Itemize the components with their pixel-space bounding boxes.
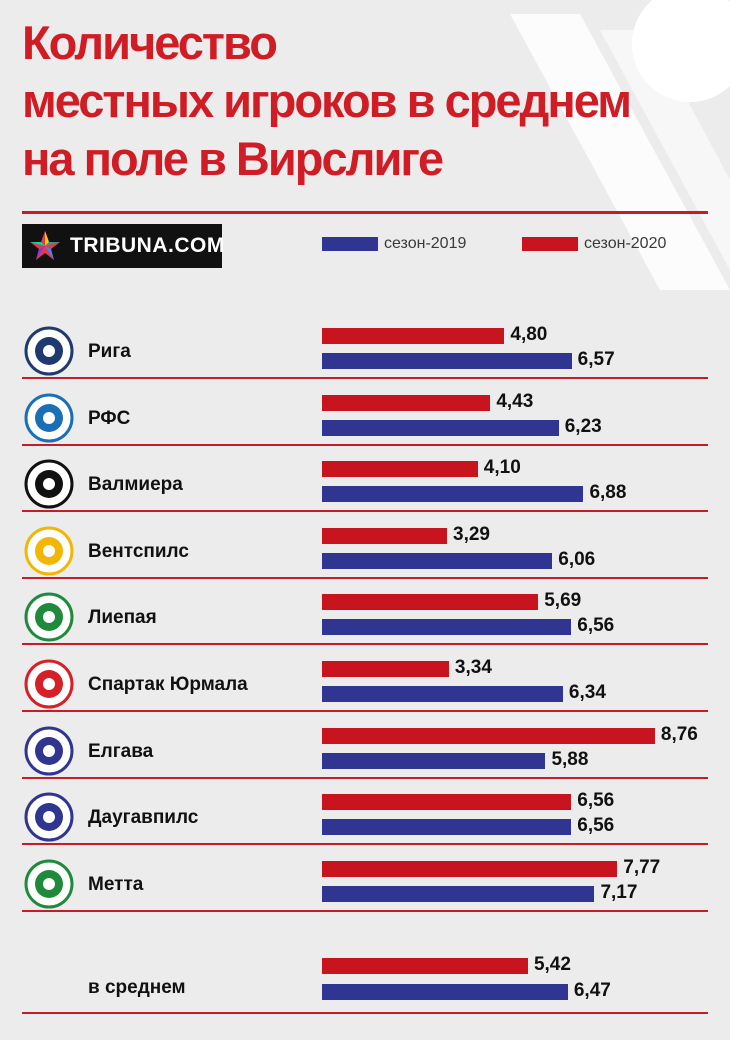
title-line: на поле в Вирслиге <box>22 132 444 185</box>
bar-2019 <box>322 619 572 636</box>
row-divider <box>22 843 708 846</box>
average-label: в среднем <box>88 977 186 998</box>
brand-logo-text: TRIBUNA.COM <box>70 234 225 257</box>
value-label-average-2019: 6,47 <box>573 980 611 1001</box>
bar-2020 <box>322 661 449 677</box>
row-divider <box>22 377 708 379</box>
value-label-2019: 6,88 <box>589 482 627 504</box>
value-label-2020: 4,43 <box>496 390 534 412</box>
bar-2020 <box>322 394 491 411</box>
team-name: Елгава <box>88 740 154 762</box>
value-label-average-2020: 5,42 <box>533 954 571 975</box>
title-line: местных игроков в среднем <box>22 74 632 127</box>
team-badge-icon <box>24 592 74 642</box>
value-label-2019: 7,17 <box>600 881 638 903</box>
team-badge-icon <box>24 792 74 842</box>
value-label-2019: 5,88 <box>551 748 589 770</box>
bar-2020 <box>322 328 505 344</box>
team-badge-icon <box>24 393 74 443</box>
brand-logo: TRIBUNA.COM <box>22 224 225 268</box>
row-divider <box>22 909 708 912</box>
value-label-2020: 8,76 <box>660 723 698 745</box>
bar-2019 <box>322 819 572 836</box>
bar-2020 <box>322 727 655 744</box>
value-label-2020: 6,56 <box>577 790 615 812</box>
row-divider <box>22 510 708 513</box>
legend-label-2020: сезон-2020 <box>584 235 667 252</box>
row-divider <box>22 710 708 712</box>
value-label-2020: 7,77 <box>623 856 661 878</box>
team-name: Метта <box>88 873 144 895</box>
team-badge-icon <box>24 726 74 776</box>
bar-2019 <box>322 486 584 503</box>
team-name: Лиепая <box>88 607 157 629</box>
bar-2020 <box>322 461 478 478</box>
bar-2019 <box>322 419 559 436</box>
team-badge-icon <box>24 526 74 576</box>
bar-2019 <box>322 885 595 902</box>
bar-average-2019 <box>322 984 568 1000</box>
value-label-2020: 4,10 <box>483 457 521 479</box>
team-name: Валмиера <box>88 474 183 496</box>
bar-2020 <box>322 860 618 877</box>
value-label-2020: 4,80 <box>510 324 548 345</box>
bar-2020 <box>322 594 539 611</box>
team-badge-icon <box>24 859 74 909</box>
bar-average-2020 <box>322 958 528 974</box>
row-divider <box>22 643 708 646</box>
value-label-2020: 3,29 <box>453 523 490 545</box>
bar-2020 <box>322 794 572 811</box>
value-label-2019: 6,06 <box>558 548 596 570</box>
bar-2019 <box>322 752 546 769</box>
team-badge-icon <box>24 459 74 509</box>
value-label-2019: 6,34 <box>568 682 606 703</box>
value-label-2020: 5,69 <box>544 590 582 612</box>
bar-2019 <box>322 686 563 702</box>
value-label-2019: 6,23 <box>564 415 602 437</box>
row-divider <box>22 443 708 446</box>
page-title: Количество местных игроков в среднем на … <box>22 14 632 188</box>
value-label-2019: 6,56 <box>577 815 615 837</box>
row-divider <box>22 776 708 779</box>
legend-swatch-2020 <box>522 237 578 251</box>
star-logo-icon <box>30 231 60 260</box>
team-name: Вентспилс <box>88 540 189 562</box>
bar-2020 <box>322 527 448 544</box>
title-line: Количество <box>22 16 278 69</box>
team-badge-icon <box>24 659 74 709</box>
legend-swatch-2019 <box>322 237 378 251</box>
team-name: Рига <box>88 341 131 362</box>
header-divider <box>22 211 708 214</box>
row-divider <box>22 576 708 579</box>
bottom-divider <box>22 1012 708 1014</box>
bar-2019 <box>322 353 572 369</box>
value-label-2020: 3,34 <box>454 657 492 678</box>
value-label-2019: 6,57 <box>577 349 615 370</box>
team-badge-icon <box>24 326 74 376</box>
value-label-2019: 6,56 <box>577 615 615 637</box>
team-name: РФС <box>88 407 131 429</box>
team-name: Даугавпилс <box>88 807 199 829</box>
team-name: Спартак Юрмала <box>88 674 248 695</box>
bar-2019 <box>322 552 553 569</box>
legend-label-2019: сезон-2019 <box>384 235 467 252</box>
